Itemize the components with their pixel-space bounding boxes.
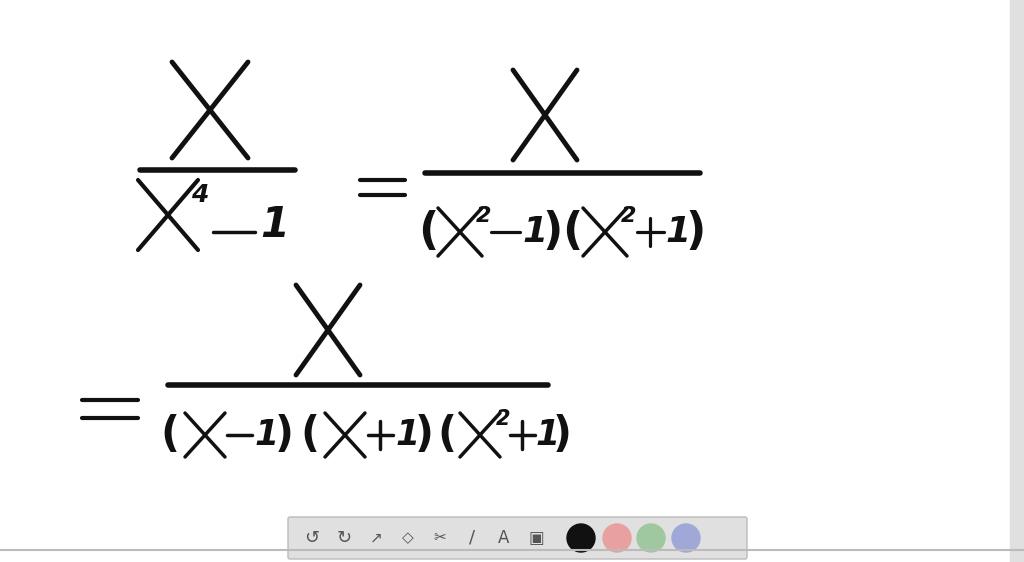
Circle shape <box>637 524 665 552</box>
FancyBboxPatch shape <box>288 517 746 559</box>
Text: 1: 1 <box>260 204 290 246</box>
Text: ↺: ↺ <box>304 529 319 547</box>
Text: ✂: ✂ <box>433 531 446 546</box>
Text: ↻: ↻ <box>337 529 351 547</box>
Text: (: ( <box>418 211 438 253</box>
Text: 4: 4 <box>191 183 209 207</box>
Text: (: ( <box>300 414 319 456</box>
Text: ): ) <box>553 414 571 456</box>
Text: ▣: ▣ <box>528 529 544 547</box>
Text: /: / <box>469 529 475 547</box>
Text: ◇: ◇ <box>402 531 414 546</box>
Circle shape <box>672 524 700 552</box>
Text: A: A <box>499 529 510 547</box>
Bar <box>1010 0 1024 562</box>
Text: 1: 1 <box>666 215 690 249</box>
Text: 1: 1 <box>255 418 280 452</box>
Text: 1: 1 <box>396 418 420 452</box>
Text: ): ) <box>274 414 294 456</box>
Text: 2: 2 <box>496 409 510 429</box>
Text: 1: 1 <box>536 418 560 452</box>
Text: 1: 1 <box>522 215 548 249</box>
Text: 2: 2 <box>476 206 492 226</box>
Circle shape <box>567 524 595 552</box>
Circle shape <box>603 524 631 552</box>
Text: 2: 2 <box>622 206 637 226</box>
Text: ↗: ↗ <box>370 531 382 546</box>
Text: (: ( <box>437 414 457 456</box>
Text: ): ) <box>686 211 707 253</box>
Text: ): ) <box>543 211 563 253</box>
Text: ): ) <box>415 414 433 456</box>
Text: (: ( <box>562 211 583 253</box>
Text: (: ( <box>161 414 179 456</box>
